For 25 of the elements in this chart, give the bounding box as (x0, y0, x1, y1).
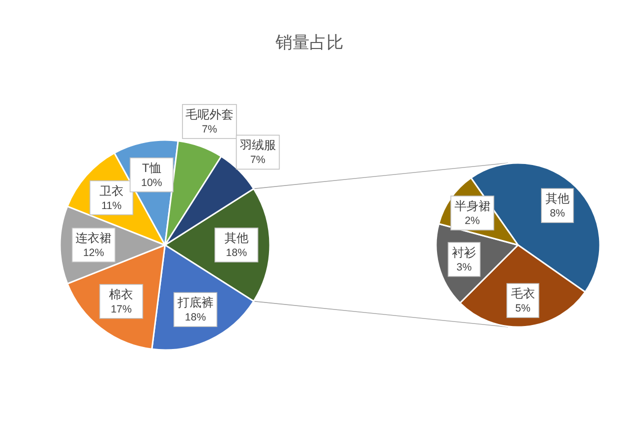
data-label: 3% (456, 261, 472, 274)
slice-label: 其他 (545, 192, 570, 206)
data-label: 2% (464, 215, 480, 228)
slice-label: 毛呢外套 (185, 108, 234, 122)
text: 销量占比 (274, 33, 344, 52)
slice-label: 卫衣 (99, 184, 124, 198)
slice-label: 连衣裙 (76, 231, 112, 245)
slice-label: 羽绒服 (238, 138, 276, 152)
data-label: 18% (184, 312, 206, 324)
slice-label: 半身裙 (454, 199, 490, 214)
data-label: 11% (101, 200, 122, 212)
slice-label: 棉衣 (109, 287, 134, 302)
slice-label: T恤 (142, 160, 162, 175)
data-label: 17% (110, 303, 132, 316)
data-label: 8% (550, 208, 566, 220)
slice-label: 其他 (224, 231, 248, 245)
slice-label: 衬衫 (452, 245, 476, 260)
data-label: 12% (83, 247, 104, 259)
slice-label: 打底裤 (176, 296, 214, 310)
data-label: 7% (250, 154, 266, 166)
data-label: 18% (226, 247, 247, 259)
data-label: 10% (141, 176, 162, 189)
data-label: 7% (202, 124, 218, 136)
slice-label: 毛衣 (510, 286, 535, 301)
data-label: 5% (515, 302, 530, 315)
